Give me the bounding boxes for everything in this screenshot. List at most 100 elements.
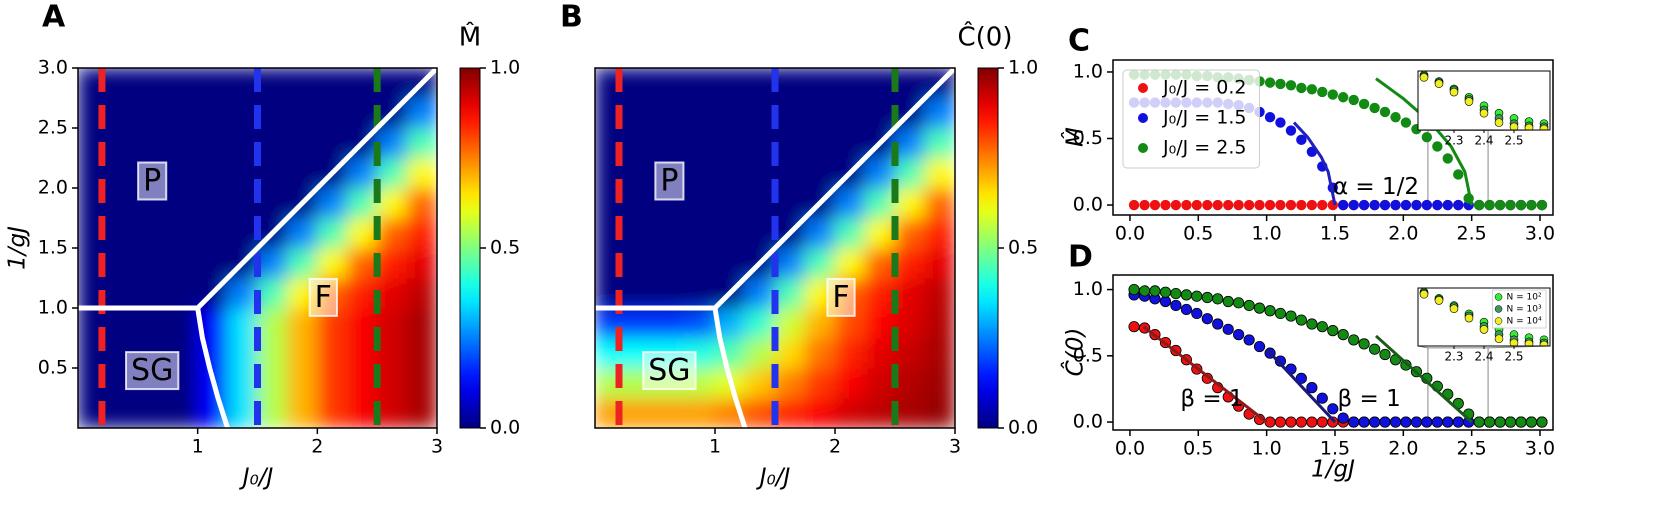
heatmap-cell	[894, 307, 926, 339]
heatmap-cell	[624, 97, 656, 129]
heatmap-cell	[924, 187, 955, 219]
heatmap-cell	[774, 157, 806, 189]
heatmap-cell	[286, 337, 318, 369]
data-point	[1243, 199, 1255, 211]
region-label: F	[826, 277, 856, 317]
data-point	[1317, 199, 1328, 211]
fit-line	[1292, 121, 1337, 206]
legend-marker	[1138, 143, 1148, 153]
inset-point	[1539, 124, 1549, 130]
y-tick-label: 0.5	[1073, 344, 1103, 366]
legend-label: J₀/J = 1.5	[1162, 107, 1246, 129]
heatmap-cell	[864, 247, 896, 279]
heatmap-cell	[624, 157, 656, 189]
data-point	[1159, 286, 1172, 298]
colorbar-tick-label: 0.5	[490, 237, 520, 259]
data-point	[1139, 199, 1150, 211]
heatmap-cell	[684, 307, 716, 339]
data-point	[1410, 416, 1423, 428]
heatmap-cell	[624, 247, 656, 279]
data-point	[1327, 89, 1338, 100]
x-tick-label: 3	[949, 436, 961, 458]
inset-tick-label: 2.4	[1474, 134, 1493, 148]
heatmap-cell	[864, 337, 896, 369]
heatmap-cell	[804, 68, 836, 99]
data-point	[1306, 416, 1318, 428]
colorbar-tick-label: 1.0	[490, 57, 520, 79]
heatmap-cell	[924, 397, 955, 428]
heatmap-cell	[286, 247, 318, 279]
heatmap-cell	[864, 277, 896, 309]
heatmap-cell	[864, 97, 896, 129]
x-tick-label: 1.5	[1320, 223, 1350, 245]
heatmap-cell	[894, 397, 926, 428]
data-point	[1149, 285, 1161, 297]
x-tick-label: 3.0	[1525, 438, 1555, 460]
data-point	[1421, 416, 1433, 428]
data-point	[1348, 416, 1360, 428]
inset-point	[1434, 296, 1444, 305]
y-axis-label: 1/gJ	[5, 226, 31, 270]
region-box	[826, 277, 856, 317]
region-label: SG	[642, 351, 697, 391]
data-point	[1306, 318, 1318, 330]
heatmap-cell	[624, 127, 656, 159]
phase-boundary	[712, 68, 955, 311]
heatmap-cell	[834, 397, 866, 428]
data-point	[1316, 392, 1328, 404]
region-text: P	[660, 164, 678, 199]
heatmap-cell	[804, 157, 836, 189]
data-point	[1358, 199, 1370, 211]
y-tick-label: 3.0	[38, 57, 68, 79]
x-axis-label: J₀/J	[756, 465, 791, 491]
data-point	[1191, 290, 1203, 302]
inset-point	[1479, 325, 1489, 334]
heatmap-cell	[227, 367, 258, 399]
y-tick-label: 1.0	[1073, 60, 1103, 82]
heatmap-cell	[346, 157, 378, 189]
annotation: β = 1	[1338, 386, 1401, 412]
data-point	[1222, 323, 1234, 335]
heatmap-cell	[406, 97, 437, 129]
heatmap-cell	[376, 187, 408, 219]
data-point	[1274, 416, 1287, 428]
data-point	[1264, 305, 1276, 317]
data-point	[1159, 295, 1172, 308]
data-point	[1431, 416, 1443, 428]
y-tick-label: 2.0	[38, 177, 68, 199]
inset-tick-label: 2.4	[1474, 350, 1493, 364]
data-point	[1275, 78, 1286, 90]
heatmap-cell	[744, 97, 776, 129]
x-tick-label: 0.5	[1183, 438, 1213, 460]
data-point	[1233, 297, 1245, 309]
heatmap-cell	[624, 187, 656, 219]
data-point	[1275, 117, 1286, 128]
fit-line	[1375, 77, 1474, 206]
heatmap-cell	[107, 217, 139, 249]
heatmap-cell	[654, 277, 686, 309]
heatmap-cell	[257, 97, 288, 129]
heatmap-cell	[227, 217, 258, 249]
heatmap-cell	[624, 307, 656, 339]
data-point	[1243, 299, 1255, 312]
inset-tick-label: 2.5	[1504, 134, 1523, 148]
data-point	[1212, 293, 1224, 305]
heatmap-cell	[316, 337, 348, 369]
heatmap-area	[595, 68, 955, 428]
data-point	[1306, 199, 1318, 211]
x-tick-label: 1	[192, 436, 204, 458]
phase-boundary	[195, 68, 437, 311]
data-point	[1243, 334, 1255, 346]
heatmap-cell	[316, 187, 348, 219]
colorbar	[977, 67, 999, 429]
data-point	[1275, 199, 1286, 211]
x-tick-label: 0.0	[1115, 223, 1145, 245]
colorbar-tick-label: 0.0	[490, 417, 520, 439]
panel-letter: D	[1068, 240, 1093, 275]
legend-marker	[1138, 113, 1148, 123]
heatmap-cell	[804, 97, 836, 129]
heatmap-cell	[774, 68, 806, 99]
inset-point	[1524, 339, 1534, 346]
data-point	[1180, 303, 1193, 316]
heatmap-cell	[167, 97, 199, 129]
